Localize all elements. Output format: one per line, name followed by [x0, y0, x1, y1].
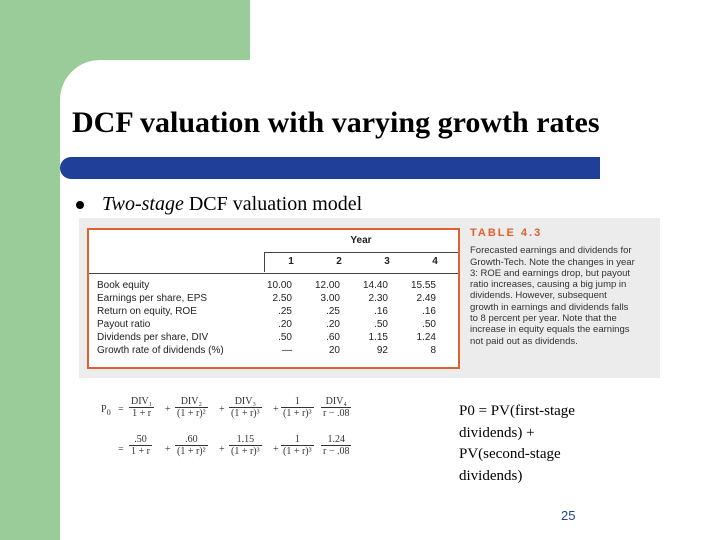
cell: 15.55 — [410, 280, 436, 291]
cell: 12.00 — [314, 280, 340, 291]
caption-line: 3: ROE and earnings drop, but payout — [470, 267, 631, 279]
formula-term: 1 (1 + r)³ — [281, 434, 314, 457]
row-label: Dividends per share, DIV — [97, 332, 209, 343]
cell: 92 — [376, 345, 388, 356]
table-header-col: 2 — [336, 256, 342, 267]
formula-term: .60 (1 + r)² — [175, 434, 208, 457]
formula-term: 1.15 (1 + r)³ — [229, 434, 262, 457]
cell: 14.40 — [362, 280, 388, 291]
table-header-rule — [89, 273, 458, 274]
formula-term: DIV₂ (1 + r)² — [175, 396, 208, 419]
slide-title: DCF valuation with varying growth rates — [72, 106, 600, 139]
dcf-formula: P0 = DIV₁ 1 + r + DIV₂ (1 + r)² + DIV₃ (1 +… — [101, 392, 361, 472]
formula-term: DIV₁ 1 + r — [129, 396, 155, 419]
formula-plus: + — [273, 444, 279, 455]
row-label: Return on equity, ROE — [97, 306, 197, 317]
caption-line: Growth-Tech. Note the changes in year — [470, 256, 635, 268]
title-underline-bar — [60, 157, 600, 179]
caption-line: Forecasted earnings and dividends for — [470, 245, 632, 257]
cell: 20 — [328, 345, 340, 356]
formula-plus: + — [219, 444, 225, 455]
row-label: Book equity — [97, 280, 150, 291]
caption-line: growth in earnings and dividends falls — [470, 301, 629, 313]
bullet-text: Two-stage DCF valuation model — [102, 193, 362, 216]
formula-term: DIV₃ (1 + r)³ — [229, 396, 262, 419]
formula-eq: = — [118, 444, 124, 455]
cell: .20 — [278, 319, 292, 330]
cell: .50 — [422, 319, 436, 330]
formula-term: .50 1 + r — [129, 434, 152, 457]
formula-eq: = — [118, 404, 124, 415]
forecast-table: Year 1 2 3 4 Book equity 10.00 12.00 14.… — [87, 228, 460, 369]
pv-line: P0 = PV(first-stage — [459, 403, 575, 419]
bullet-italic: Two-stage — [102, 193, 184, 215]
table-header-col: 3 — [384, 256, 390, 267]
caption-line: ratio increases, causing a big jump in — [470, 279, 627, 291]
formula-term: 1 (1 + r)³ — [281, 396, 314, 419]
formula-plus: + — [273, 404, 279, 415]
cell: 2.49 — [416, 293, 436, 304]
formula-term: 1.24 r − .08 — [321, 434, 352, 457]
cell: .50 — [278, 332, 292, 343]
cell: .20 — [326, 319, 340, 330]
cell: .16 — [374, 306, 388, 317]
caption-line: increase in equity equals the earnings — [470, 324, 630, 336]
cell: 2.50 — [272, 293, 292, 304]
table-row: Return on equity, ROE .25 .25 .16 .16 — [97, 306, 457, 319]
row-label: Payout ratio — [97, 319, 151, 330]
cell: 10.00 — [266, 280, 292, 291]
table-caption: TABLE 4.3 Forecasted earnings and divide… — [470, 227, 650, 347]
table-header-col: 4 — [432, 256, 438, 267]
table-row: Growth rate of dividends (%) — 20 92 8 — [97, 345, 457, 358]
cell: .60 — [326, 332, 340, 343]
cell: .50 — [374, 319, 388, 330]
formula-plus: + — [219, 404, 225, 415]
table-row: Earnings per share, EPS 2.50 3.00 2.30 2… — [97, 293, 457, 306]
pv-line: PV(second-stage — [459, 446, 561, 462]
caption-line: not paid out as dividends. — [470, 335, 578, 347]
caption-title: TABLE 4.3 — [470, 227, 543, 239]
cell: — — [282, 345, 292, 356]
formula-term: DIV₄ r − .08 — [321, 396, 352, 419]
formula-p0: P0 — [101, 404, 111, 417]
row-label: Earnings per share, EPS — [97, 293, 208, 304]
cell: 2.30 — [368, 293, 388, 304]
cell: 1.15 — [368, 332, 388, 343]
table-row: Dividends per share, DIV .50 .60 1.15 1.… — [97, 332, 457, 345]
cell: 1.24 — [416, 332, 436, 343]
cell: 3.00 — [320, 293, 340, 304]
bullet-dot — [76, 201, 84, 209]
formula-plus: + — [165, 444, 171, 455]
table-header-year: Year — [264, 230, 458, 253]
table-figure: Year 1 2 3 4 Book equity 10.00 12.00 14.… — [79, 218, 660, 378]
table-header-divider — [264, 252, 265, 272]
cell: .16 — [422, 306, 436, 317]
row-label: Growth rate of dividends (%) — [97, 345, 224, 356]
caption-line: to 8 percent per year. Note that the — [470, 313, 617, 325]
page-number: 25 — [561, 508, 576, 523]
table-row: Payout ratio .20 .20 .50 .50 — [97, 319, 457, 332]
pv-line: dividends) + — [459, 424, 535, 441]
cell: 8 — [430, 345, 436, 356]
pv-line: dividends) — [459, 467, 523, 484]
table-row: Book equity 10.00 12.00 14.40 15.55 — [97, 280, 457, 293]
caption-line: dividends. However, subsequent — [470, 290, 607, 302]
table-header-col: 1 — [288, 256, 294, 267]
cell: .25 — [278, 306, 292, 317]
bullet-rest: DCF valuation model — [183, 193, 363, 215]
pv-explanation: P0 = PV(first-stage dividends) + PV(seco… — [459, 401, 619, 487]
formula-plus: + — [165, 404, 171, 415]
cell: .25 — [326, 306, 340, 317]
